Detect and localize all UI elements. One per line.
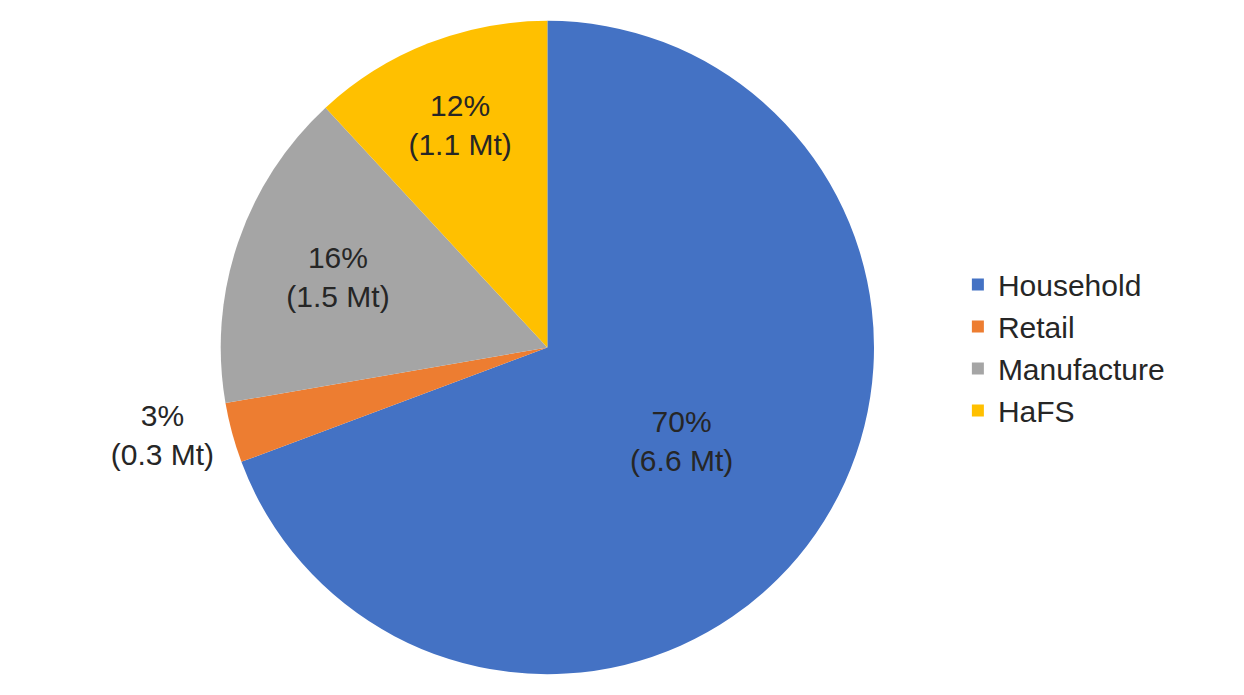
svg-text:3%(0.3 Mt): 3%(0.3 Mt) [111, 399, 214, 471]
svg-text:Household: Household [998, 269, 1141, 302]
svg-text:Retail: Retail [998, 311, 1075, 344]
svg-text:12%(1.1 Mt): 12%(1.1 Mt) [408, 89, 511, 161]
svg-text:Manufacture: Manufacture [998, 353, 1165, 386]
svg-text:HaFS: HaFS [998, 395, 1075, 428]
svg-text:70%(6.6 Mt): 70%(6.6 Mt) [630, 405, 733, 477]
svg-text:16%(1.5 Mt): 16%(1.5 Mt) [286, 241, 389, 313]
